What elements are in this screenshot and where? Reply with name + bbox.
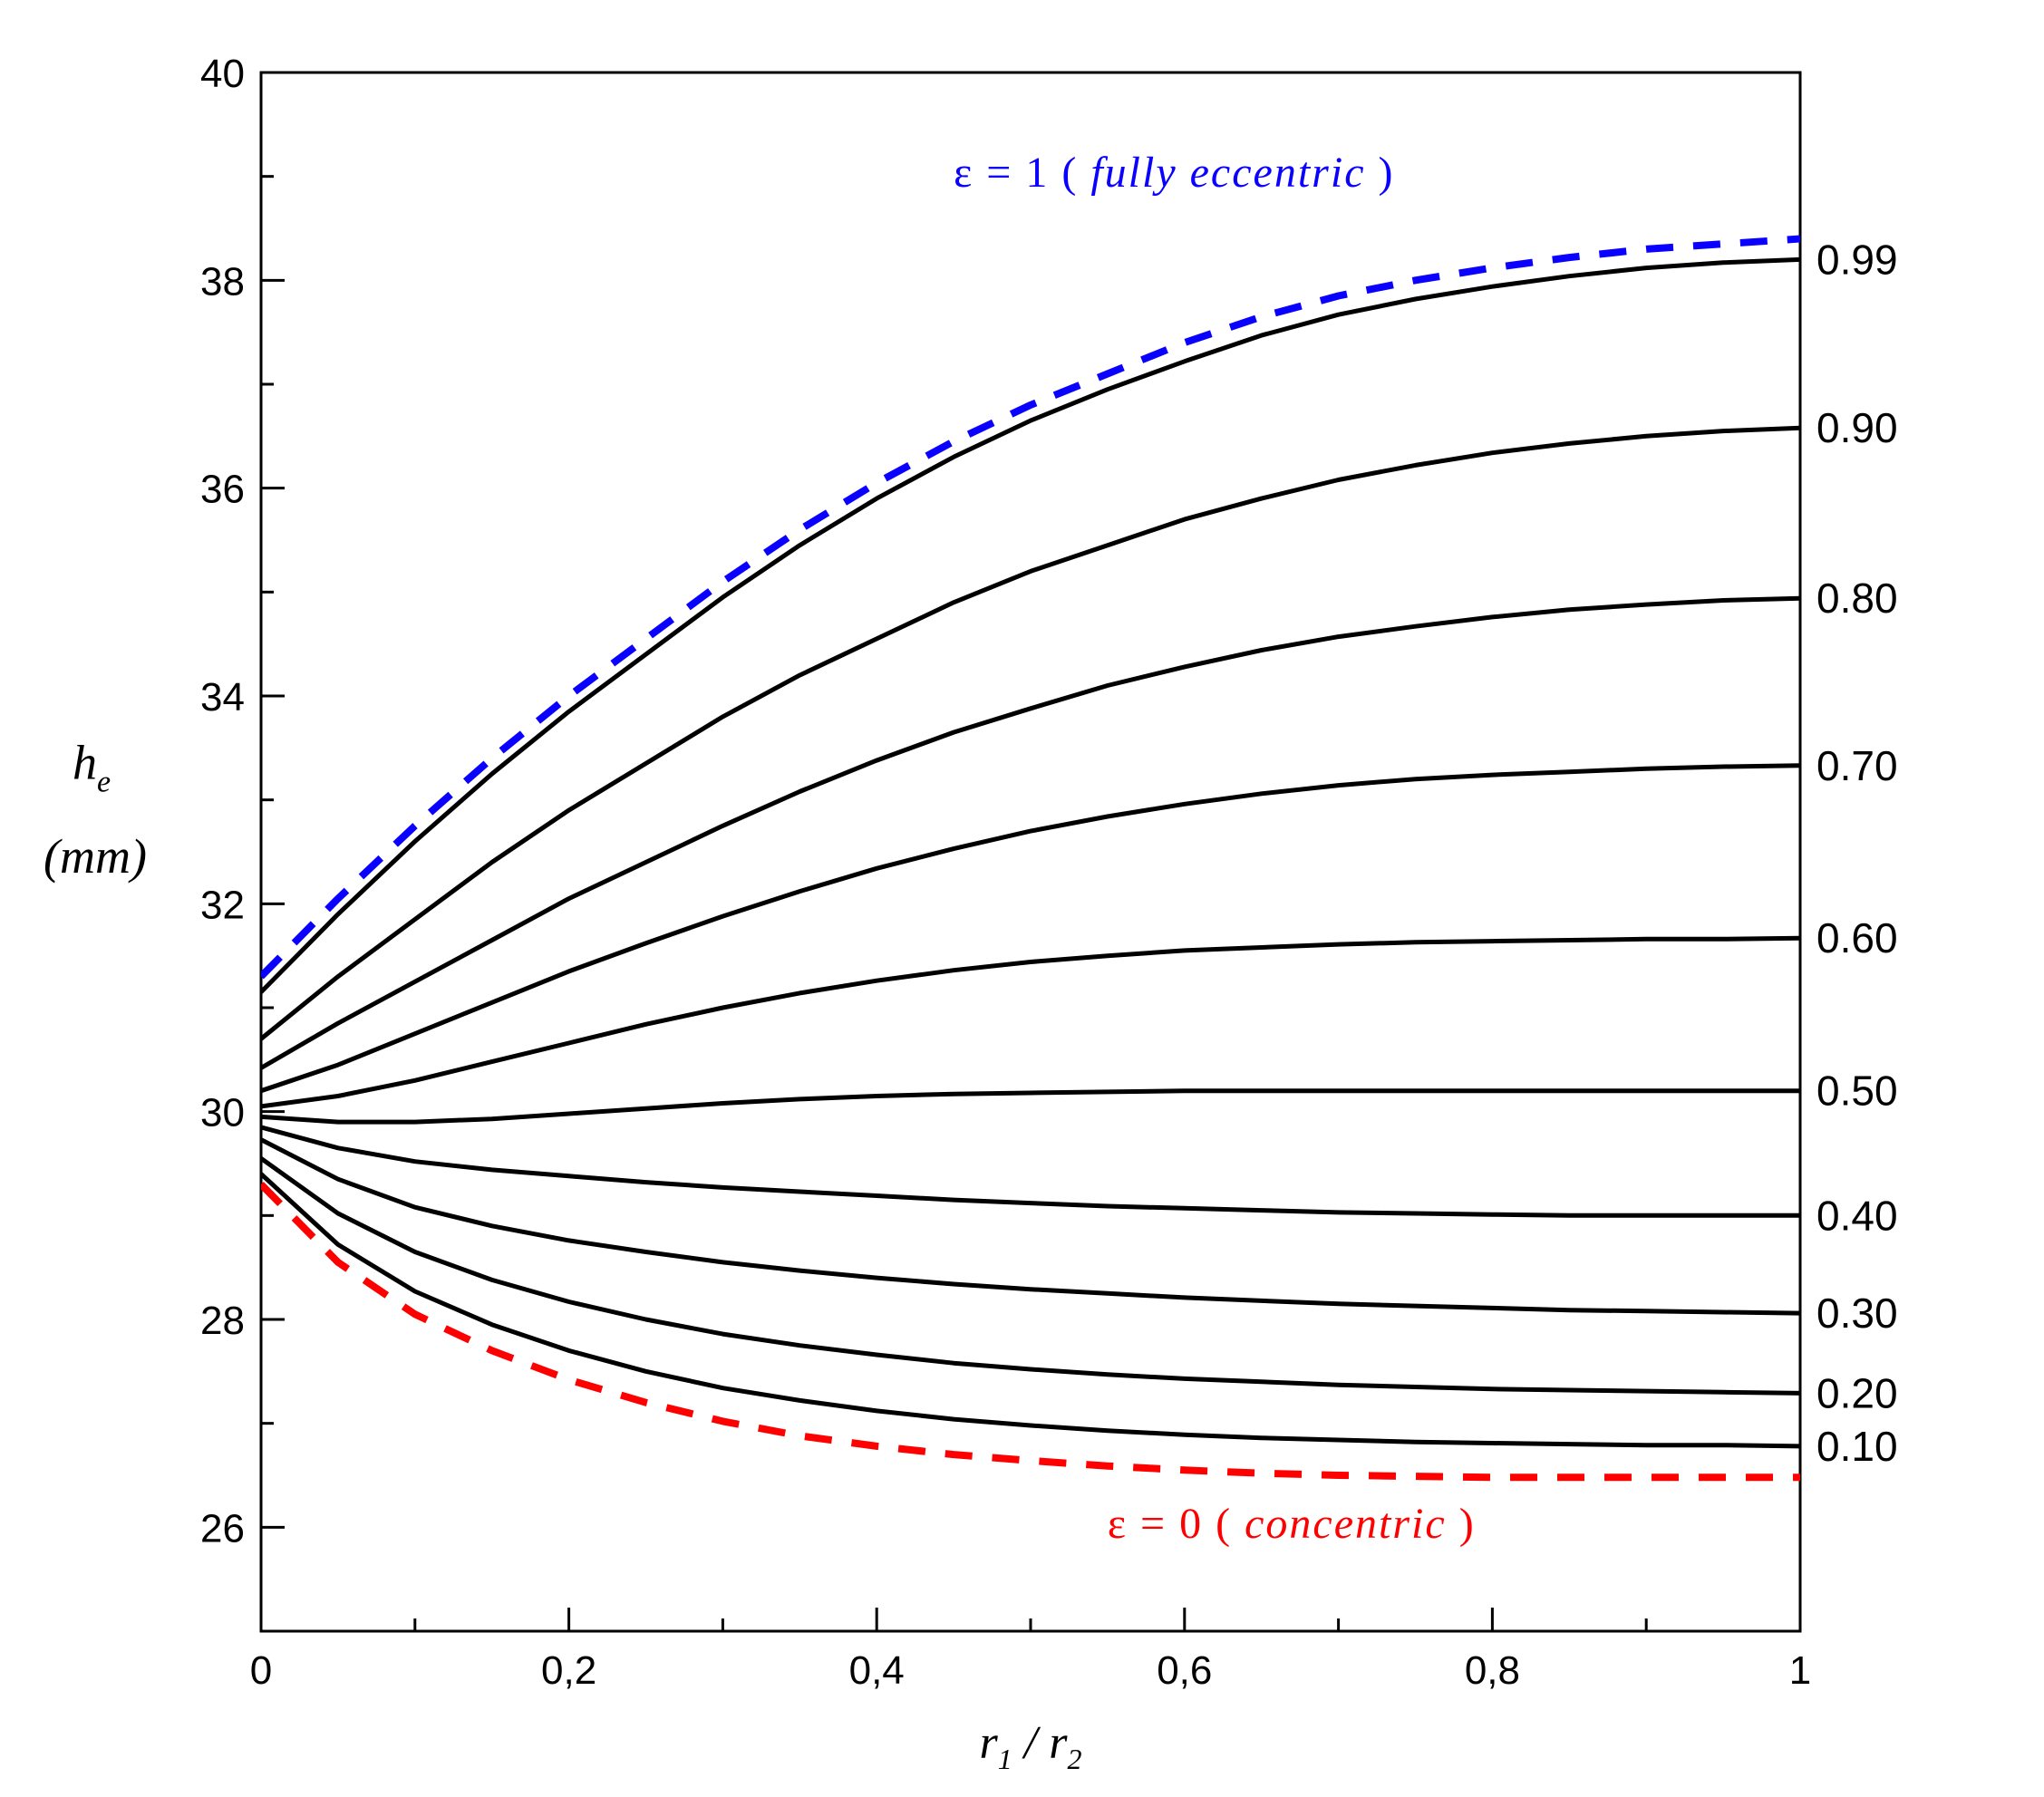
curve-label-0p99: 0.99 [1816, 236, 1898, 283]
curve-eps-0p99 [261, 259, 1800, 991]
curve-eps-0p90 [261, 428, 1800, 1039]
curve-eps-0p70 [261, 766, 1800, 1091]
y-tick-label: 28 [200, 1299, 245, 1343]
x-tick-label: 0,4 [849, 1648, 905, 1693]
curve-label-0p50: 0.50 [1816, 1068, 1898, 1115]
chart-svg: 0 0,2 0,4 0,6 0,8 1 26 28 30 32 34 36 38 40 he (mm) r1 /… [0, 0, 2044, 1797]
chart-container: 0 0,2 0,4 0,6 0,8 1 26 28 30 32 34 36 38 40 he (mm) r1 /… [0, 0, 2044, 1797]
curve-label-0p20: 0.20 [1816, 1369, 1898, 1416]
curve-label-0p70: 0.70 [1816, 742, 1898, 789]
y-axis-title-line2: (mm) [44, 829, 147, 884]
y-tick-label: 38 [200, 259, 245, 304]
plot-border [261, 72, 1800, 1631]
y-tick-label: 26 [200, 1506, 245, 1551]
x-tick-label: 0 [250, 1648, 272, 1693]
y-tick-label: 36 [200, 468, 245, 512]
curve-eps-0p20 [261, 1158, 1800, 1393]
y-axis-title-line1: he [73, 736, 111, 799]
curve-label-0p40: 0.40 [1816, 1192, 1898, 1239]
curve-eps-0p40 [261, 1127, 1800, 1215]
curve-eps-0p60 [261, 938, 1800, 1106]
curve-label-0p80: 0.80 [1816, 575, 1898, 622]
curve-label-0p30: 0.30 [1816, 1290, 1898, 1337]
curve-label-0p10: 0.10 [1816, 1423, 1898, 1470]
y-tick-label: 30 [200, 1091, 245, 1135]
y-tick-label: 32 [200, 883, 245, 927]
curve-eps-0p00 [261, 1184, 1800, 1477]
x-tick-label: 0,6 [1157, 1648, 1212, 1693]
x-tick-label: 1 [1789, 1648, 1811, 1693]
y-tick-label: 40 [200, 52, 245, 96]
x-tick-label: 0,8 [1465, 1648, 1520, 1693]
curve-label-0p60: 0.60 [1816, 914, 1898, 961]
x-axis-title: r1 / r2 [980, 1717, 1082, 1775]
x-tick-label: 0,2 [541, 1648, 596, 1693]
curve-eps-0p50 [261, 1091, 1800, 1122]
curve-label-0p90: 0.90 [1816, 404, 1898, 451]
curve-eps-0p30 [261, 1140, 1800, 1314]
y-tick-label: 34 [200, 675, 245, 720]
top-annotation: ε = 1 ( fully eccentric ) [954, 149, 1394, 197]
bottom-annotation: ε = 0 ( concentric ) [1108, 1500, 1476, 1548]
curves-group [261, 239, 1800, 1478]
